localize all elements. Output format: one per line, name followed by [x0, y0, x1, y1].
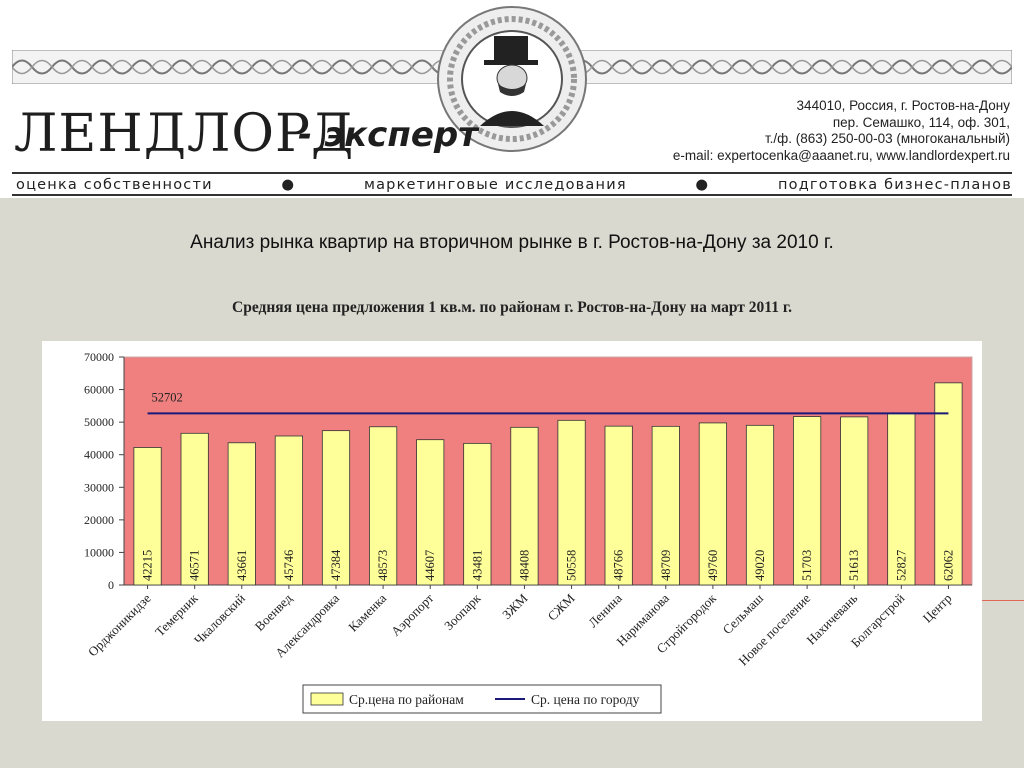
plot-background — [123, 356, 973, 586]
y-tick-label: 50000 — [84, 415, 114, 429]
phone-line: т./ф. (863) 250-00-03 (многоканальный) — [764, 131, 1010, 146]
data-label: 51703 — [800, 550, 814, 581]
data-label: 47384 — [329, 549, 343, 581]
tagline: оценка собственности ● маркетинговые исс… — [16, 177, 1012, 193]
data-label: 52827 — [894, 550, 908, 581]
logo-main: ЛЕНДЛОРД — [14, 104, 355, 164]
address-line: пер. Семашко, 114, оф. 301, — [832, 114, 1010, 130]
x-tick-label: Ленина — [585, 590, 625, 630]
tagline-item: подготовка бизнес-планов — [777, 177, 1012, 193]
chart-area: 0 10000 20000 30000 40000 50000 60000 70000 4221… — [42, 341, 982, 721]
x-tick-label: Чкаловский — [191, 590, 248, 647]
bar-chart: 0 10000 20000 30000 40000 50000 60000 70000 4221… — [84, 350, 973, 714]
bar — [793, 416, 822, 586]
x-tick-label: Центр — [920, 591, 955, 626]
data-label: 48573 — [376, 550, 390, 581]
tagline-item: оценка собственности — [16, 177, 213, 193]
bar — [227, 442, 256, 586]
bar — [510, 426, 539, 586]
contact-address: 344010, Россия, г. Ростов-на-Дону пер. С… — [673, 98, 1010, 164]
bullet: ● — [281, 177, 296, 193]
data-label: 49760 — [706, 550, 720, 581]
bar — [934, 382, 963, 586]
bar — [133, 447, 162, 586]
bar — [651, 425, 680, 586]
decorative-line — [982, 600, 1024, 601]
data-label: 43481 — [470, 550, 484, 581]
email-line: e-mail: expertocenka@aaanet.ru, www.land… — [672, 147, 1010, 163]
x-tick-label: СЖМ — [545, 590, 578, 623]
bar — [463, 442, 492, 586]
chart-title: Средняя цена предложения 1 кв.м. по райо… — [232, 299, 792, 316]
data-label: 49020 — [753, 550, 767, 581]
bar — [321, 430, 351, 586]
x-tick-label: Орджоникидзе — [85, 590, 154, 659]
data-label: 45746 — [282, 550, 296, 581]
average-label: 52702 — [152, 390, 183, 404]
x-tick-label: Аэропорт — [388, 590, 437, 639]
bar — [369, 426, 398, 586]
data-label: 50558 — [565, 550, 579, 581]
data-label: 48709 — [659, 550, 673, 581]
bar — [274, 435, 303, 586]
portrait-emblem — [437, 6, 587, 152]
legend-box — [302, 684, 662, 714]
logo-sub: - эксперт — [298, 115, 478, 155]
bar — [416, 439, 445, 586]
x-tick-label: Военвед — [252, 590, 296, 634]
y-tick-label: 70000 — [84, 350, 114, 364]
x-tick-label: Темерник — [152, 590, 201, 639]
y-tick-label: 40000 — [84, 448, 114, 462]
legend-swatch-bar — [310, 692, 344, 706]
x-tick-label: Зоопарк — [441, 590, 484, 633]
page-title: Анализ рынка квартир на вторичном рынке … — [190, 232, 834, 253]
data-label: 48766 — [612, 550, 626, 581]
legend-label-bar: Ср.цена по районам — [349, 692, 464, 707]
y-tick-label: 10000 — [84, 545, 114, 559]
x-tick-label: ЗЖМ — [499, 590, 531, 622]
legend-label-line: Ср. цена по городу — [531, 692, 640, 707]
data-label: 62062 — [941, 550, 955, 581]
x-tick-label: Каменка — [345, 590, 389, 634]
data-label: 46571 — [188, 550, 202, 581]
bar — [180, 432, 209, 586]
x-tick-label: Сельмаш — [719, 591, 766, 638]
data-label: 48408 — [517, 550, 531, 581]
y-tick-label: 0 — [108, 578, 114, 592]
address-line: 344010, Россия, г. Ростов-на-Дону — [796, 98, 1010, 113]
bar — [604, 425, 633, 586]
y-tick-label: 20000 — [84, 513, 114, 527]
y-tick-label: 30000 — [84, 480, 114, 494]
bar — [840, 416, 869, 586]
divider — [12, 194, 1012, 196]
tagline-item: маркетинговые исследования — [363, 177, 627, 193]
data-label: 42215 — [141, 550, 155, 581]
y-tick-label: 60000 — [84, 383, 114, 397]
data-label: 51613 — [847, 550, 861, 581]
data-label: 44607 — [423, 550, 437, 581]
data-label: 43661 — [235, 550, 249, 581]
divider — [12, 172, 1012, 174]
letterhead: ЛЕНДЛОРД - эксперт 344010, Россия, г. Ро… — [0, 0, 1024, 198]
bullet: ● — [695, 177, 710, 193]
bar — [745, 424, 775, 586]
bar — [698, 422, 727, 586]
